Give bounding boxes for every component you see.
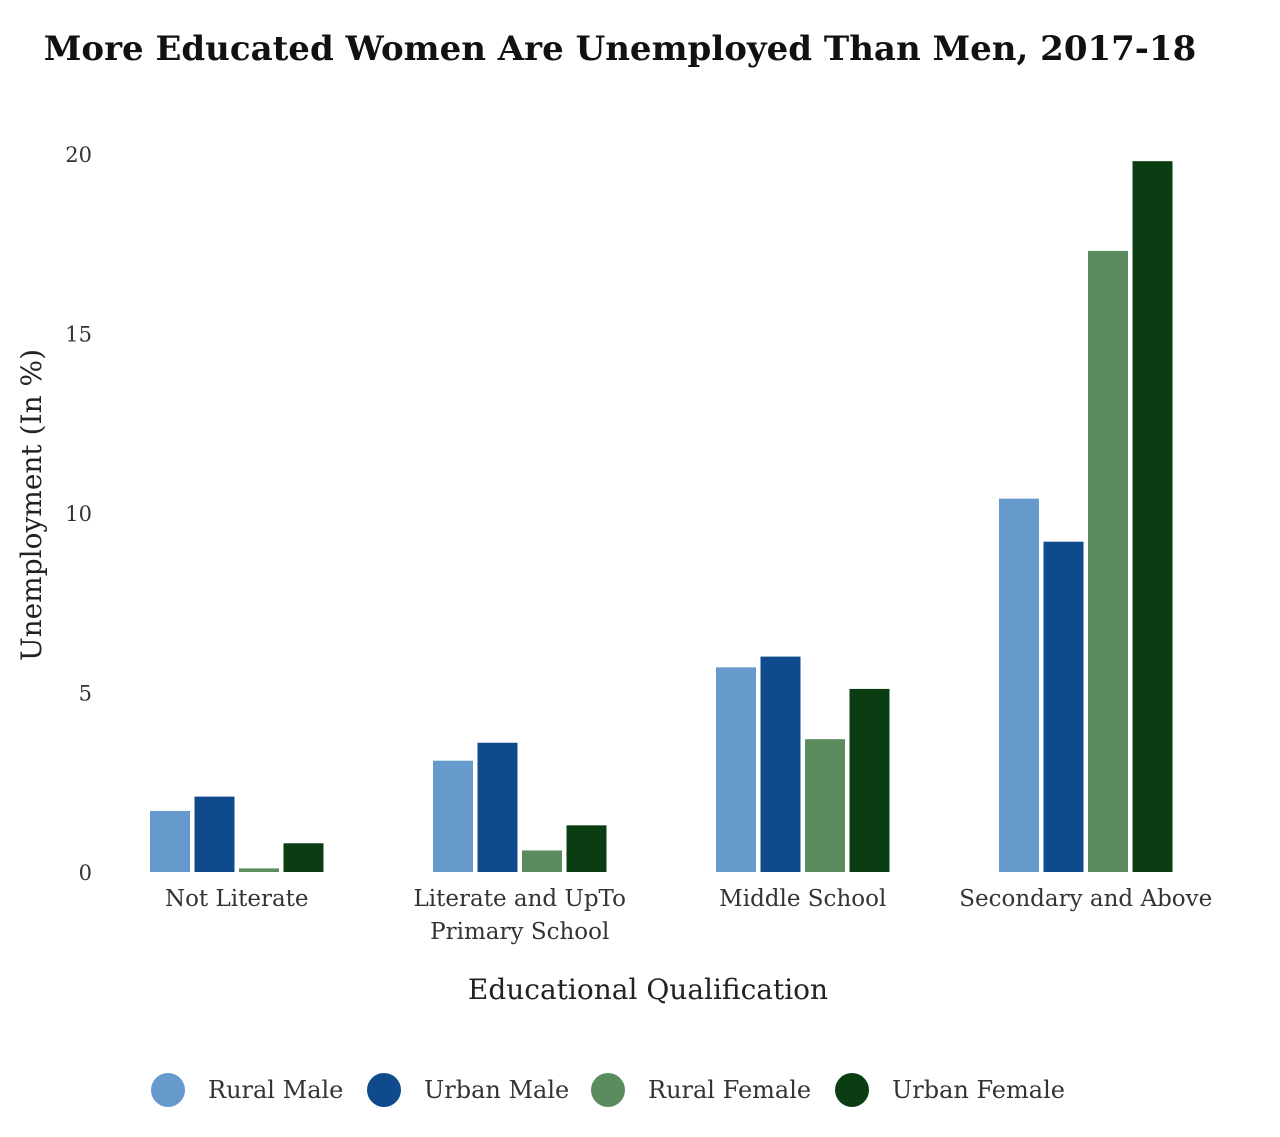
bar-rural-female (1088, 250, 1128, 872)
x-tick-label: Literate and UpTo (414, 886, 626, 912)
bar-rural-female (239, 868, 279, 872)
bar-urban-female (566, 825, 607, 872)
x-tick-label: Not Literate (165, 886, 309, 912)
bar-rural-male (716, 667, 756, 872)
bar-rural-male (433, 760, 473, 872)
bar-rural-male (999, 498, 1039, 872)
legend-swatch-urban-male (367, 1073, 401, 1107)
y-tick-label: 0 (79, 861, 92, 885)
x-tick-label: Secondary and Above (959, 886, 1212, 912)
bar-urban-male (194, 796, 235, 872)
legend-swatch-rural-female (591, 1073, 625, 1107)
bars (150, 161, 1173, 872)
bar-urban-male (477, 742, 518, 872)
y-axis-ticks: 0 5 10 15 20 (65, 143, 92, 885)
legend-label: Rural Female (648, 1076, 811, 1104)
bar-urban-male (1043, 541, 1084, 872)
legend-label: Urban Female (892, 1076, 1065, 1104)
bar-urban-female (1132, 161, 1173, 872)
legend-swatch-urban-female (835, 1073, 869, 1107)
legend-label: Rural Male (208, 1076, 343, 1104)
legend-label: Urban Male (424, 1076, 569, 1104)
legend: Rural Male Urban Male Rural Female Urban Fe… (151, 1073, 1065, 1107)
y-tick-label: 15 (65, 323, 92, 347)
y-tick-label: 10 (65, 502, 92, 526)
x-axis-labels: Not Literate Literate and UpTo Primary Sch… (165, 886, 1212, 945)
legend-swatch-rural-male (151, 1073, 185, 1107)
x-tick-label: Primary School (430, 919, 609, 945)
y-axis-title: Unemployment (In %) (15, 349, 48, 661)
bar-rural-female (522, 850, 562, 872)
bar-rural-male (150, 810, 190, 872)
bar-urban-female (849, 688, 890, 872)
bar-urban-male (760, 656, 801, 872)
y-tick-label: 5 (79, 682, 92, 706)
bar-rural-female (805, 739, 845, 872)
bar-urban-female (283, 843, 324, 872)
y-tick-label: 20 (65, 143, 92, 167)
x-tick-label: Middle School (719, 886, 886, 912)
chart-title: More Educated Women Are Unemployed Than … (44, 29, 1196, 69)
x-axis-title: Educational Qualification (468, 973, 828, 1006)
